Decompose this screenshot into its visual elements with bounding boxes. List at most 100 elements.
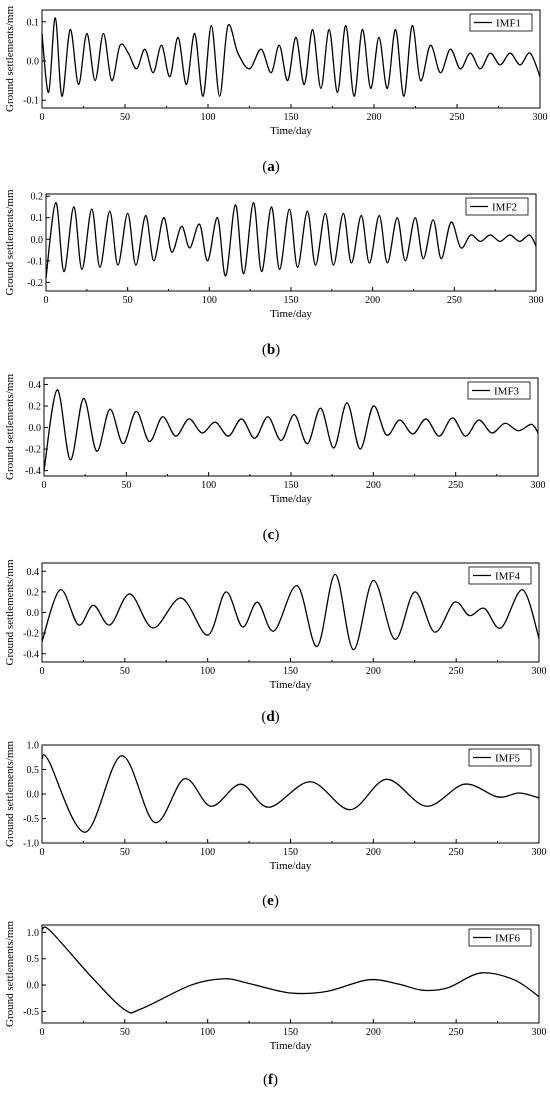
subfigure-caption: (b) <box>262 342 280 358</box>
chart-c: 0 50 100 150 200 250 300 -0.4 -0.2 0.0 0.2 0.4 Time/… <box>4 374 546 543</box>
legend-box <box>468 566 532 585</box>
x-tick-label: 100 <box>202 295 217 306</box>
y-tick-label: 0.0 <box>27 790 40 801</box>
x-tick-label: 100 <box>200 847 215 858</box>
x-tick-label: 300 <box>532 847 547 858</box>
y-tick-label: 0.1 <box>27 17 40 28</box>
legend-box <box>468 748 532 767</box>
x-tick-label: 0 <box>44 295 49 306</box>
y-tick-label: 0.2 <box>29 402 42 413</box>
y-tick-label: -0.5 <box>23 1007 39 1018</box>
y-axis-label: Ground settlements/mm <box>4 6 16 112</box>
x-tick-label: 150 <box>283 1027 298 1038</box>
legend-entry: IMF5 <box>495 753 521 765</box>
charts-container: 0 50 100 150 200 250 300 -0.1 0.0 0.1 Time/day Grou… <box>4 6 548 1088</box>
x-tick-label: 250 <box>449 1027 464 1038</box>
y-axis-label: Ground settlements/mm <box>4 374 16 480</box>
x-tick-label: 200 <box>366 1027 381 1038</box>
y-tick-label: -0.5 <box>23 814 39 825</box>
x-tick-label: 0 <box>40 112 45 123</box>
y-tick-label: -0.2 <box>23 629 39 640</box>
x-tick-label: 300 <box>532 666 547 677</box>
x-axis-label: Time/day <box>270 493 312 505</box>
x-tick-label: 250 <box>449 847 464 858</box>
series-line-IMF2 <box>45 201 537 279</box>
y-tick-label: -1.0 <box>23 839 39 850</box>
x-tick-label: 50 <box>120 112 130 123</box>
legend-entry: IMF1 <box>496 18 521 30</box>
series-line-IMF4 <box>41 573 540 651</box>
x-tick-label: 150 <box>284 480 299 491</box>
legend: IMF5 <box>468 748 532 767</box>
plot-frame <box>41 562 540 663</box>
x-tick-label: 200 <box>367 112 382 123</box>
x-tick-label: 300 <box>533 112 548 123</box>
legend-entry: IMF6 <box>495 933 521 945</box>
series-line-IMF1 <box>41 17 541 97</box>
x-tick-label: 250 <box>449 666 464 677</box>
y-tick-label: 1.0 <box>27 928 40 939</box>
x-tick-label: 50 <box>121 480 131 491</box>
subfigure-caption: (e) <box>262 893 279 909</box>
x-tick-label: 0 <box>40 1027 45 1038</box>
x-tick-label: 0 <box>40 666 45 677</box>
x-tick-label: 150 <box>283 847 298 858</box>
series-line-IMF6 <box>41 926 540 1014</box>
legend-box <box>468 928 532 947</box>
x-axis-label: Time/day <box>270 1040 312 1052</box>
x-tick-label: 300 <box>531 480 546 491</box>
series-line-IMF5 <box>41 754 540 833</box>
x-tick-label: 100 <box>201 480 216 491</box>
y-tick-label: -0.1 <box>27 256 43 267</box>
legend-box <box>469 13 533 32</box>
x-tick-label: 0 <box>42 480 47 491</box>
y-tick-label: 0.4 <box>27 567 40 578</box>
x-tick-label: 100 <box>201 112 216 123</box>
y-axis-label: Ground settlements/mm <box>4 921 16 1027</box>
y-axis-label: Ground settlements/mm <box>4 741 16 847</box>
y-tick-label: -0.4 <box>25 466 41 477</box>
x-tick-label: 300 <box>532 1027 547 1038</box>
y-tick-label: 0.5 <box>27 954 40 965</box>
x-tick-label: 250 <box>447 295 462 306</box>
y-tick-label: 0.2 <box>31 192 44 203</box>
legend-entry: IMF3 <box>494 386 520 398</box>
chart-a: 0 50 100 150 200 250 300 -0.1 0.0 0.1 Time/day Grou… <box>4 6 548 175</box>
y-tick-label: 0.4 <box>29 380 42 391</box>
plot-frame <box>45 193 537 292</box>
x-tick-label: 100 <box>200 666 215 677</box>
x-tick-label: 200 <box>366 480 381 491</box>
y-tick-label: 0.0 <box>27 608 40 619</box>
x-tick-label: 50 <box>120 666 130 677</box>
y-tick-label: 0.0 <box>29 423 42 434</box>
y-tick-label: -0.1 <box>23 96 39 107</box>
y-axis-label: Ground settlements/mm <box>4 189 16 295</box>
legend: IMF1 <box>469 13 533 32</box>
x-tick-label: 150 <box>284 295 299 306</box>
x-axis-label: Time/day <box>270 679 312 691</box>
y-tick-label: 0.0 <box>27 56 40 67</box>
x-tick-label: 300 <box>529 295 544 306</box>
x-axis-label: Time/day <box>270 308 312 320</box>
x-tick-label: 200 <box>365 295 380 306</box>
x-tick-label: 150 <box>284 112 299 123</box>
y-tick-label: 0.5 <box>27 765 40 776</box>
series-line-IMF3 <box>43 389 539 471</box>
x-tick-label: 100 <box>200 1027 215 1038</box>
plot-frame <box>43 377 539 477</box>
legend-box <box>467 381 531 400</box>
legend: IMF6 <box>468 928 532 947</box>
subfigure-caption: (c) <box>263 527 280 543</box>
chart-d: 0 50 100 150 200 250 300 -0.4 -0.2 0.0 0.2 0.4 Time/… <box>4 559 547 725</box>
y-tick-label: -0.2 <box>27 278 43 289</box>
subfigure-caption: (a) <box>262 159 280 175</box>
legend: IMF2 <box>465 197 529 216</box>
y-tick-label: -0.4 <box>23 649 39 660</box>
plot-frame <box>41 924 540 1024</box>
subfigure-caption: (d) <box>261 709 279 725</box>
legend: IMF3 <box>467 381 531 400</box>
x-axis-label: Time/day <box>270 125 312 137</box>
y-tick-label: 0.0 <box>27 981 40 992</box>
subfigure-caption: (f) <box>263 1072 278 1088</box>
